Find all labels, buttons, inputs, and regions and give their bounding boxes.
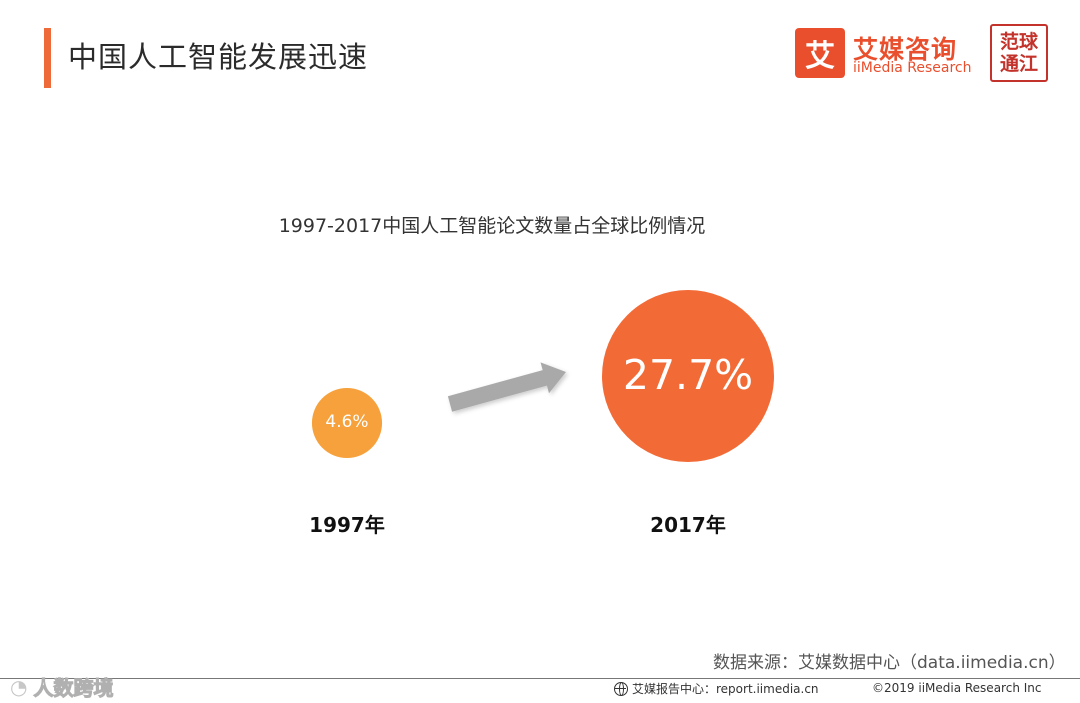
data-source: 数据来源：艾媒数据中心（data.iimedia.cn） <box>713 653 1066 673</box>
weibo-icon: ◔ <box>10 674 28 699</box>
bubble-2017 <box>602 290 774 462</box>
footer-divider <box>0 678 1080 679</box>
value-label-1997: 4.6% <box>325 412 369 433</box>
logo-name-en: iiMedia Research <box>853 60 972 76</box>
value-label-2017: 27.7% <box>622 350 754 399</box>
bubble-1997 <box>311 387 383 459</box>
report-center-label: 艾媒报告中心：report.iimedia.cn <box>632 682 819 696</box>
logo-mark: 艾 <box>795 28 845 78</box>
logo-name-cn: 艾媒咨询 <box>853 35 958 64</box>
category-label-2017: 2017年 <box>650 513 726 537</box>
report-center: 艾媒报告中心：report.iimedia.cn <box>614 680 819 697</box>
globe-icon <box>614 681 628 696</box>
chart-title: 1997-2017中国人工智能论文数量占全球比例情况 <box>278 215 706 237</box>
page-title: 中国人工智能发展迅速 <box>68 40 369 74</box>
watermark-text: 人数跨境 <box>33 676 114 701</box>
seal-stamp: 范球通江 <box>990 24 1048 82</box>
copyright: ©2019 iiMedia Research Inc <box>872 681 1042 695</box>
seal-text: 范球通江 <box>999 31 1038 75</box>
category-label-1997: 1997年 <box>309 513 385 537</box>
title-accent-bar <box>44 28 51 88</box>
watermark: ◔ 人数跨境 <box>10 672 114 701</box>
trend-arrow-icon <box>447 362 566 412</box>
